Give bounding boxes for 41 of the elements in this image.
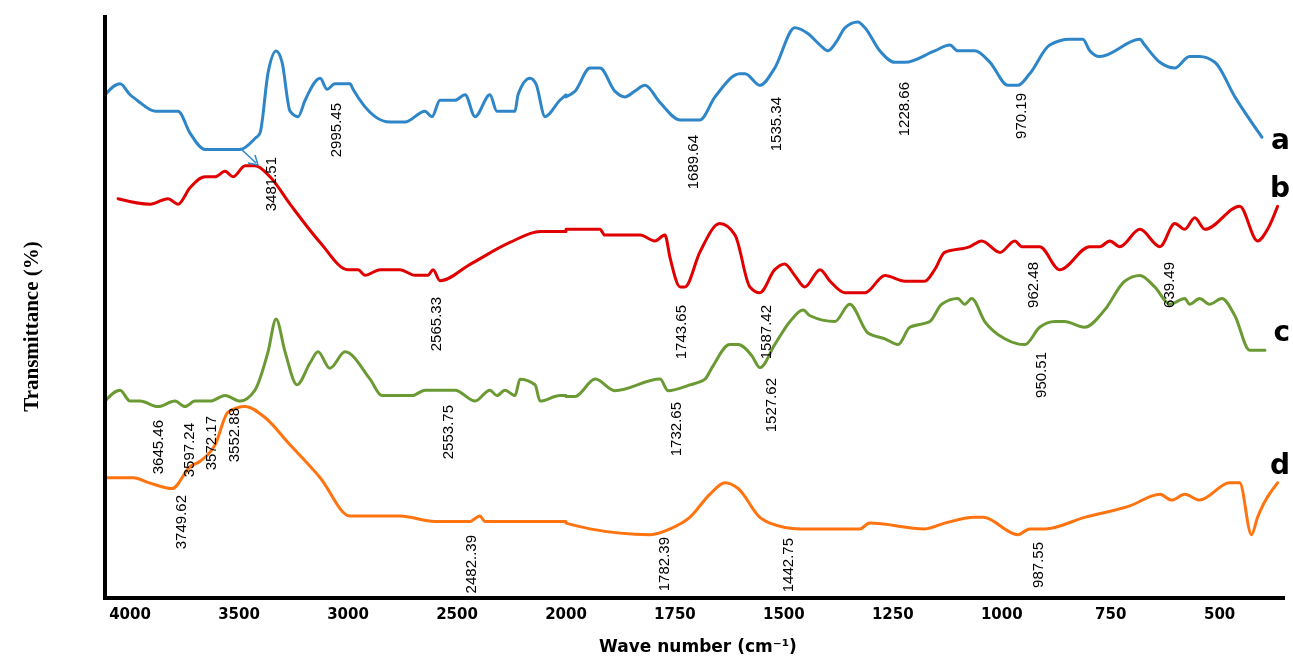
- x-tick-label: 1750: [654, 605, 696, 623]
- annotation: 970.19: [1012, 93, 1029, 139]
- annotation: 1782.39: [655, 537, 672, 592]
- annotation: 2995.45: [327, 103, 344, 158]
- annotation: 2565.33: [427, 297, 444, 352]
- annotation: 3645.46: [149, 420, 166, 475]
- annotation: 2553.75: [439, 405, 456, 460]
- annotation: 1732.65: [667, 402, 684, 457]
- annotation: 987.55: [1029, 542, 1046, 588]
- annotation: 1587.42: [757, 305, 774, 360]
- annotation: 3597.24: [180, 423, 197, 478]
- x-tick-label: 3000: [327, 605, 369, 623]
- y-axis-title: Transmittance (%): [19, 241, 43, 412]
- annotation: 3481.51: [262, 157, 279, 212]
- series-label: c: [1273, 315, 1290, 349]
- series-label: a: [1271, 123, 1290, 157]
- annotation: 1527.62: [762, 378, 779, 433]
- series-label: d: [1269, 447, 1290, 481]
- series-label: b: [1269, 171, 1290, 205]
- x-tick-label: 500: [1203, 605, 1236, 623]
- x-tick-label: 1250: [871, 605, 914, 623]
- annotation: 962.48: [1024, 262, 1041, 308]
- annotation: 1743.65: [672, 305, 689, 360]
- x-tick-label: 4000: [109, 605, 151, 623]
- x-tick-label: 2000: [545, 605, 587, 623]
- annotation: 1689.64: [684, 135, 701, 190]
- annotation: 1442.75: [779, 538, 796, 593]
- x-tick-label: 3500: [218, 605, 260, 623]
- x-axis-title: Wave number (cm⁻¹): [599, 636, 797, 656]
- annotation: 3749.62: [172, 495, 189, 550]
- x-tick-label: 2500: [436, 605, 478, 623]
- annotation: 3572.17: [202, 416, 219, 471]
- annotation: 1535.34: [767, 97, 784, 152]
- annotation: 3552.88: [225, 408, 242, 463]
- annotation: 639.49: [1160, 262, 1177, 308]
- x-tick-label: 1500: [763, 605, 805, 623]
- annotation: 1228.66: [895, 82, 912, 137]
- annotation: 950.51: [1032, 352, 1049, 398]
- x-tick-label: 1000: [980, 605, 1023, 623]
- x-tick-label: 750: [1095, 605, 1127, 623]
- annotation: 2482..39: [462, 535, 479, 594]
